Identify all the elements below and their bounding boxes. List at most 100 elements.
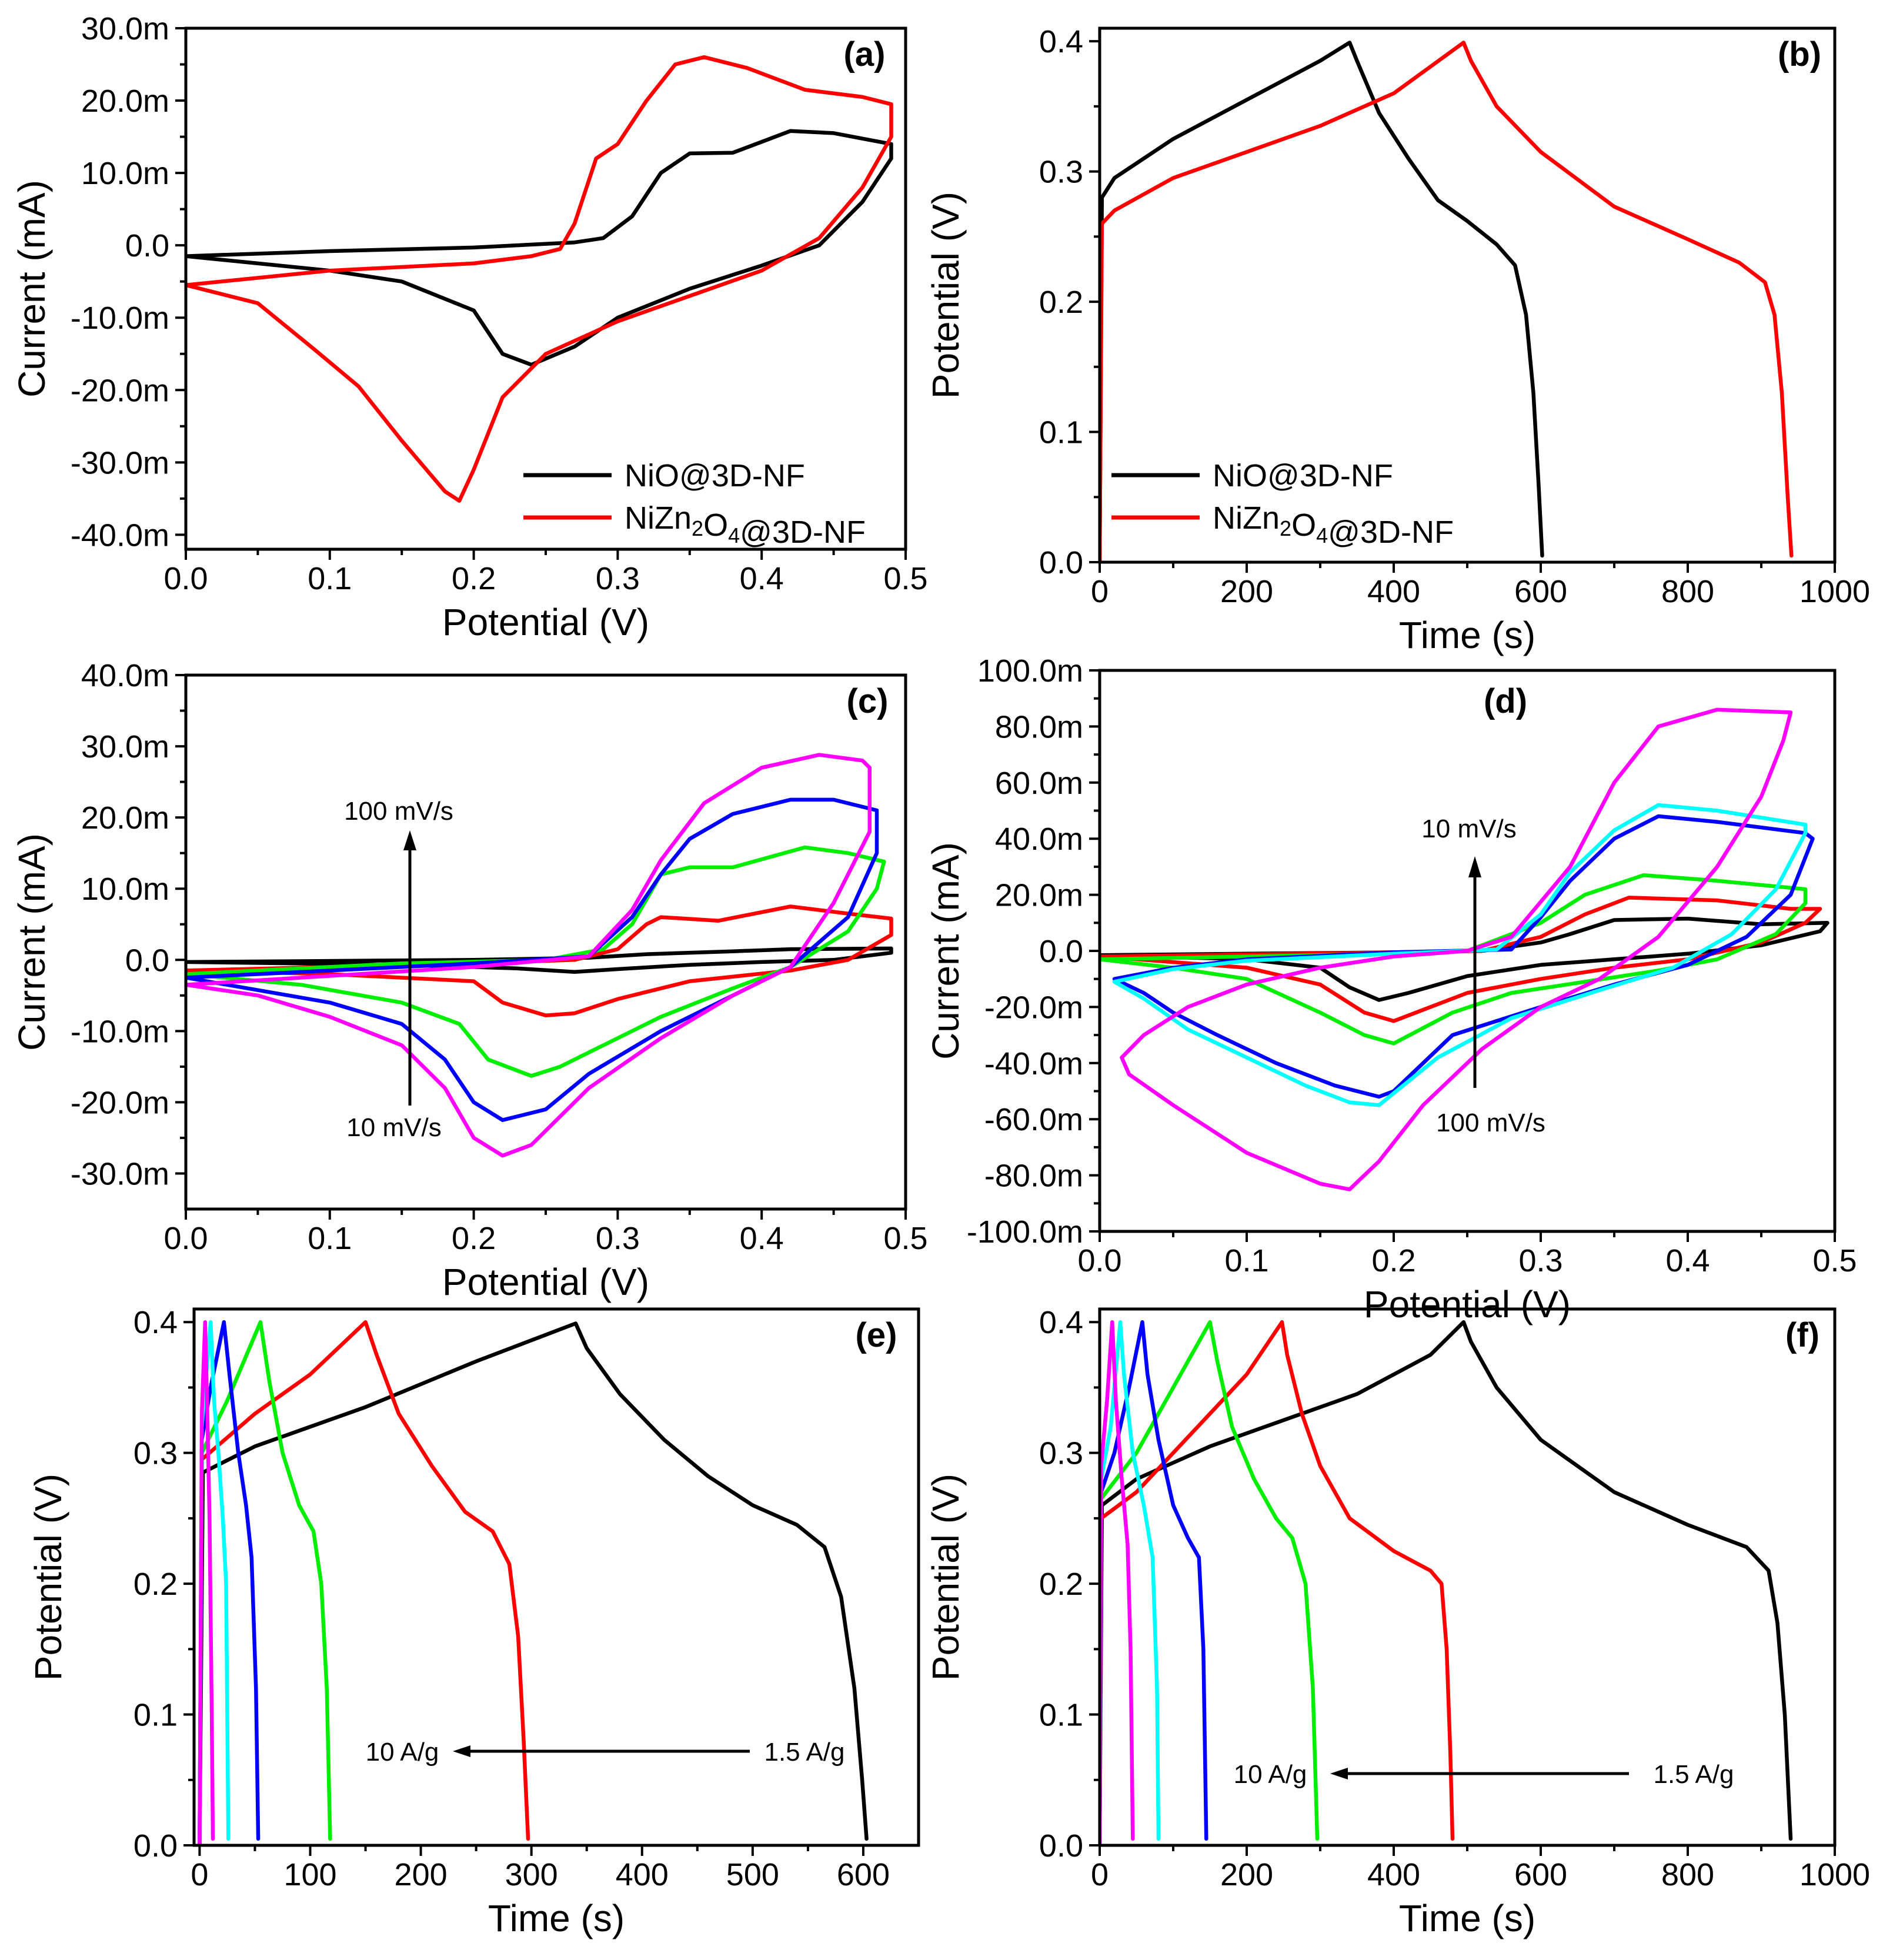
y-tick-label-a: -40.0m: [71, 517, 169, 553]
x-tick-label-a: 0.0: [163, 561, 208, 596]
y-axis-title-a: Current (mA): [11, 180, 53, 398]
x-tick-label-e: 600: [837, 1857, 890, 1892]
arrow-head-e: [453, 1745, 470, 1757]
y-tick-label-e: 0.2: [133, 1567, 178, 1602]
series-c-1-line: [186, 904, 893, 1017]
x-axis-title-c: Potential (V): [442, 1261, 649, 1303]
series-b-0-line: [1100, 41, 1544, 562]
y-tick-label-f: 0.4: [1039, 1305, 1083, 1340]
y-tick-label-e: 0.1: [133, 1698, 178, 1733]
legend-label-a-1: NiZn2O4@3D-NF: [625, 500, 866, 550]
y-tick-label-a: 20.0m: [81, 84, 169, 119]
x-tick-label-c: 0.4: [740, 1221, 784, 1256]
x-tick-label-b: 800: [1661, 574, 1714, 609]
panel-e: 0 100 200 300 400 500 600 0.0 0.1 0.2 0.3 0.4 Time (…: [27, 1305, 920, 1939]
y-tick-label-f: 0.0: [1039, 1828, 1083, 1864]
arrow-head-d: [1468, 856, 1481, 877]
series-f-1-line: [1100, 1320, 1455, 1845]
series-a-0-line: [186, 129, 893, 367]
y-tick-label-c: 20.0m: [81, 800, 169, 836]
x-tick-label-e: 300: [505, 1857, 558, 1892]
x-tick-label-b: 0: [1091, 574, 1109, 609]
y-tick-label-f: 0.2: [1039, 1567, 1083, 1602]
x-tick-label-e: 0: [191, 1857, 208, 1892]
series-c-0-line: [186, 946, 893, 974]
y-tick-label-d: -80.0m: [984, 1158, 1083, 1194]
panel-label-e: (e): [856, 1316, 897, 1354]
series-f-5-line: [1100, 1320, 1135, 1845]
series-f-4-line: [1100, 1320, 1161, 1845]
legend-label-b-0: NiO@3D-NF: [1213, 458, 1393, 493]
y-tick-label-c: 30.0m: [81, 729, 169, 764]
panel-label-d: (d): [1484, 682, 1527, 720]
y-axis-title-d: Current (mA): [924, 842, 967, 1060]
y-tick-label-a: 10.0m: [81, 156, 169, 191]
x-axis-title-e: Time (s): [488, 1897, 625, 1939]
x-tick-label-e: 500: [726, 1857, 779, 1892]
y-tick-label-d: 80.0m: [995, 709, 1083, 744]
y-tick-label-b: 0.3: [1039, 155, 1083, 190]
x-tick-label-a: 0.4: [740, 561, 784, 596]
series-d-0-line: [1100, 916, 1829, 1002]
x-tick-label-b: 1000: [1799, 574, 1870, 609]
x-tick-label-e: 200: [395, 1857, 448, 1892]
y-tick-label-e: 0.3: [133, 1436, 178, 1471]
series-a-1-line: [186, 55, 893, 503]
series-d-3-line: [1112, 814, 1815, 1099]
plot-frame-b: [1098, 26, 1837, 564]
x-axis-title-d: Potential (V): [1364, 1283, 1571, 1325]
y-tick-label-d: -40.0m: [984, 1046, 1083, 1081]
series-e-0-line: [198, 1321, 869, 1845]
y-tick-label-b: 0.0: [1039, 545, 1083, 580]
plot-frame-e: [192, 1307, 920, 1847]
y-tick-label-d: -20.0m: [984, 990, 1083, 1025]
x-tick-label-f: 600: [1514, 1857, 1567, 1892]
y-tick-label-a: -10.0m: [71, 300, 169, 336]
x-axis-title-a: Potential (V): [442, 601, 649, 643]
y-tick-label-d: 60.0m: [995, 766, 1083, 801]
x-tick-label-a: 0.5: [883, 561, 927, 596]
annotation-top-c: 100 mV/s: [344, 797, 453, 826]
arrow-head-f: [1330, 1768, 1348, 1779]
annotation-left-f: 10 A/g: [1234, 1760, 1307, 1789]
series-c-2-line: [186, 845, 886, 1078]
y-tick-label-a: -20.0m: [71, 373, 169, 408]
y-axis-title-c: Current (mA): [11, 833, 53, 1051]
series-d-2-line: [1100, 873, 1808, 1046]
panel-b: 0 200 400 600 800 1000 0.0 0.1 0.2 0.3 0.4 Time (s)…: [924, 24, 1870, 656]
x-tick-label-e: 400: [616, 1857, 669, 1892]
x-tick-label-f: 0: [1091, 1857, 1109, 1892]
series-b-1-line: [1100, 41, 1794, 562]
y-axis-title-b: Potential (V): [924, 192, 967, 399]
annotation-right-e: 1.5 A/g: [764, 1738, 844, 1767]
series-e-1-line: [198, 1320, 530, 1845]
y-tick-label-a: -30.0m: [71, 445, 169, 480]
y-tick-label-d: 0.0: [1039, 934, 1083, 969]
x-tick-label-b: 400: [1367, 574, 1420, 609]
panel-label-a: (a): [844, 35, 886, 74]
series-f-3-line: [1100, 1320, 1208, 1845]
panel-d: 0.0 0.1 0.2 0.3 0.4 0.5 100.0m 80.0m 60.0m 40.0m 2…: [924, 653, 1857, 1325]
x-tick-label-c: 0.5: [883, 1221, 927, 1256]
series-e-2-line: [198, 1320, 332, 1845]
x-tick-label-f: 800: [1661, 1857, 1714, 1892]
y-tick-label-c: 40.0m: [81, 658, 169, 693]
series-d-1-line: [1100, 896, 1822, 1023]
y-tick-label-c: -20.0m: [71, 1085, 169, 1120]
legend-label-a-0: NiO@3D-NF: [625, 458, 805, 493]
x-axis-title-f: Time (s): [1399, 1897, 1535, 1939]
annotation-bottom-c: 10 mV/s: [346, 1113, 441, 1142]
y-tick-label-f: 0.3: [1039, 1436, 1083, 1471]
x-tick-label-f: 400: [1367, 1857, 1420, 1892]
series-d-5-line: [1120, 707, 1793, 1191]
y-tick-label-c: -10.0m: [71, 1014, 169, 1049]
y-tick-label-d: 100.0m: [977, 653, 1083, 689]
y-tick-label-e: 0.4: [133, 1305, 178, 1340]
x-tick-label-f: 200: [1220, 1857, 1273, 1892]
y-tick-label-d: -60.0m: [984, 1102, 1083, 1137]
x-tick-label-a: 0.1: [308, 561, 352, 596]
x-tick-label-a: 0.3: [596, 561, 640, 596]
annotation-right-f: 1.5 A/g: [1653, 1760, 1734, 1789]
y-tick-label-f: 0.1: [1039, 1698, 1083, 1733]
